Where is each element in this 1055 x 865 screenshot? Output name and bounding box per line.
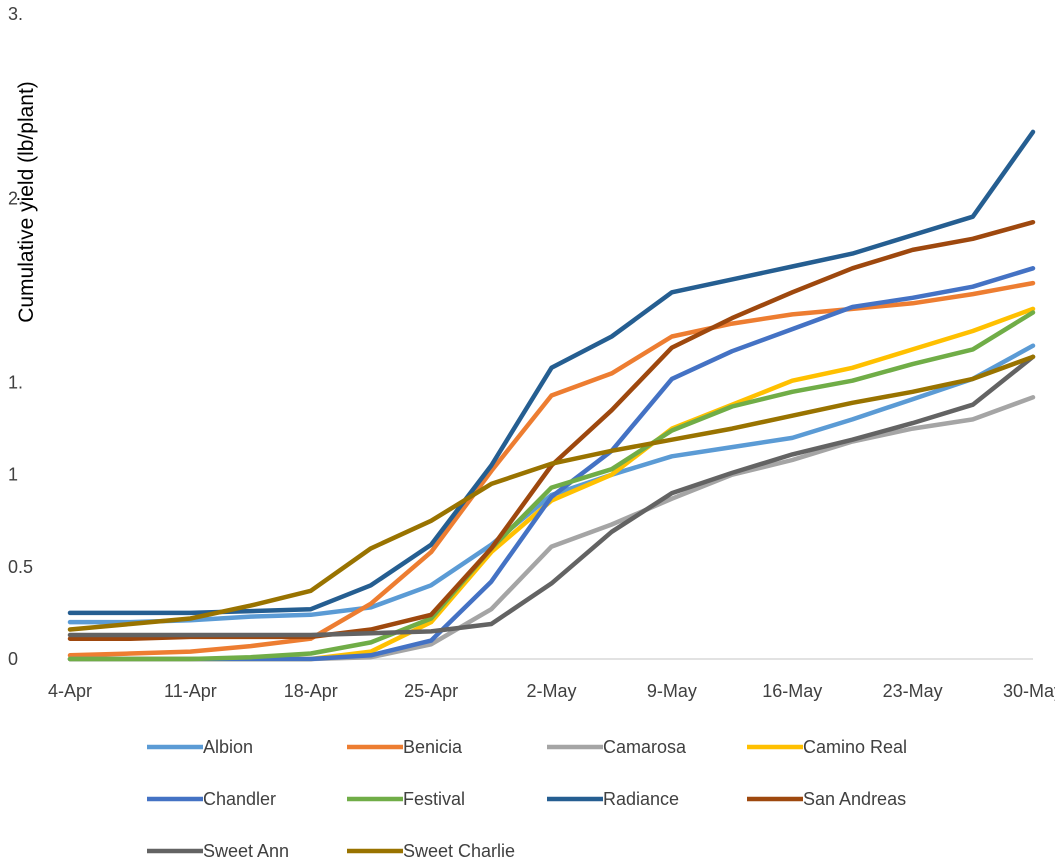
y-tick-label: 1 — [8, 465, 18, 485]
series-line-sweet-charlie — [67, 354, 1036, 632]
legend-label: Chandler — [203, 789, 276, 809]
legend-label: Albion — [203, 737, 253, 757]
y-tick-label: 0.5 — [8, 557, 33, 577]
series-lines — [67, 129, 1036, 662]
x-tick-label: 25-Apr — [404, 681, 458, 701]
legend-label: San Andreas — [803, 789, 906, 809]
y-axis-title: Cumulative yield (lb/plant) — [15, 81, 38, 323]
y-tick-label: 0 — [8, 649, 18, 669]
x-tick-label: 2-May — [526, 681, 576, 701]
x-tick-label: 11-Apr — [164, 681, 217, 701]
x-tick-label: 16-May — [762, 681, 822, 701]
series-line-camino-real — [67, 306, 1036, 662]
y-axis-title-text: Cumulative yield (lb/plant) — [15, 81, 38, 323]
legend-label: Benicia — [403, 737, 463, 757]
x-tick-labels: 4-Apr 11-Apr 18-Apr 25-Apr 2-May 9-May 16-May 2… — [48, 681, 1055, 701]
x-tick-label: 23-May — [883, 681, 943, 701]
legend-label: Sweet Charlie — [403, 841, 515, 861]
x-tick-label: 30-May — [1003, 681, 1055, 701]
legend-label: Camarosa — [603, 737, 687, 757]
series-line-sweet-ann — [67, 354, 1036, 638]
legend-label: Sweet Ann — [203, 841, 289, 861]
legend-label: Camino Real — [803, 737, 907, 757]
legend-label: Radiance — [603, 789, 679, 809]
y-tick-label: 3. — [8, 4, 23, 24]
series-line-benicia — [67, 280, 1036, 658]
x-tick-label: 4-Apr — [48, 681, 92, 701]
y-tick-label: 2. — [8, 188, 23, 208]
x-tick-label: 18-Apr — [284, 681, 338, 701]
legend-label: Festival — [403, 789, 465, 809]
x-tick-label: 9-May — [647, 681, 697, 701]
y-tick-labels: 0 0.5 1 1. 2. 3. — [8, 4, 33, 669]
legend: Albion Benicia Camarosa Camino Real Chandler… — [147, 737, 907, 861]
series-line-festival — [67, 310, 1036, 662]
y-tick-label: 1. — [8, 373, 23, 393]
